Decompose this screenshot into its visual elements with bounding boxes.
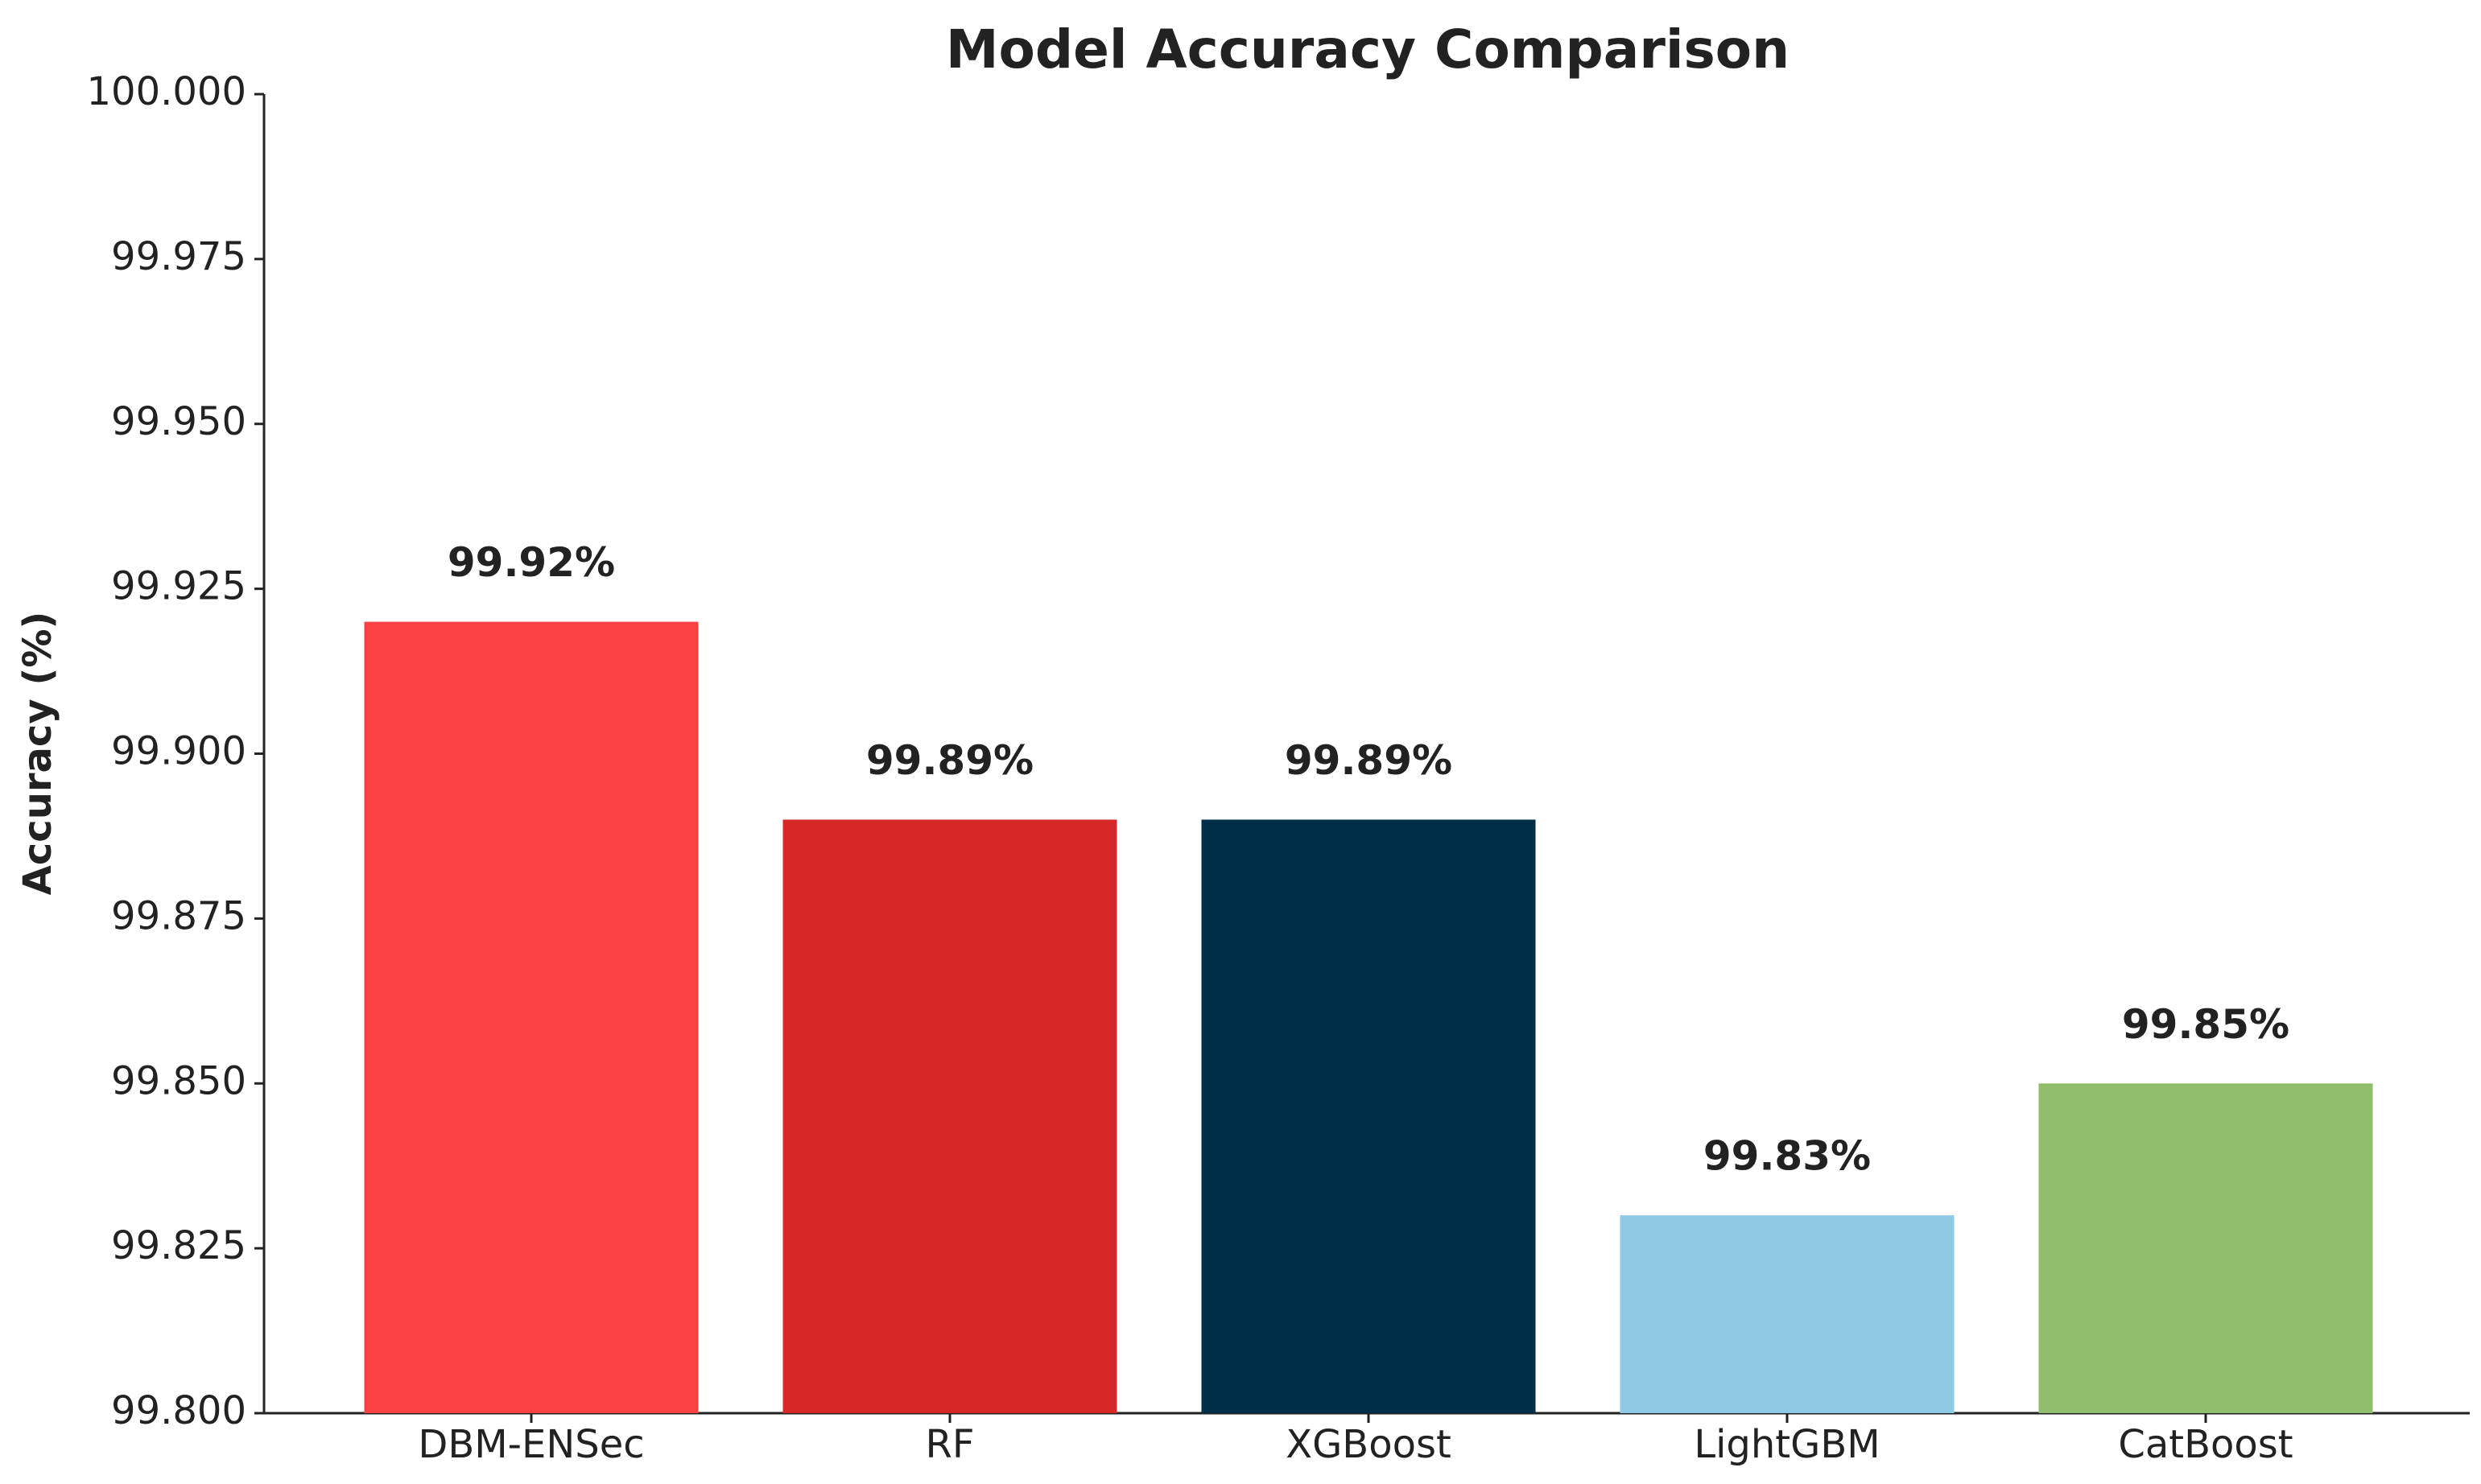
value-label: 99.85% bbox=[2122, 1001, 2289, 1048]
y-tick-label: 99.975 bbox=[111, 234, 246, 279]
y-tick-label: 99.900 bbox=[111, 729, 246, 774]
y-tick-label: 99.825 bbox=[111, 1223, 246, 1268]
y-tick-label: 99.800 bbox=[111, 1388, 246, 1433]
bar bbox=[1201, 819, 1536, 1413]
x-tick-label: RF bbox=[926, 1422, 975, 1467]
y-axis-label: Accuracy (%) bbox=[15, 612, 60, 896]
chart-title: Model Accuracy Comparison bbox=[946, 19, 1790, 80]
y-tick-label: 100.000 bbox=[87, 69, 247, 114]
bar bbox=[782, 819, 1117, 1413]
x-tick-label: DBM-ENSec bbox=[418, 1422, 644, 1467]
value-label: 99.83% bbox=[1703, 1133, 1871, 1180]
x-tick-label: LightGBM bbox=[1694, 1422, 1880, 1467]
value-label: 99.89% bbox=[866, 737, 1034, 784]
x-tick-label: CatBoost bbox=[2118, 1422, 2293, 1467]
value-label: 99.89% bbox=[1285, 737, 1452, 784]
bar bbox=[364, 621, 699, 1413]
value-label: 99.92% bbox=[448, 539, 615, 586]
bar bbox=[2038, 1083, 2373, 1413]
y-tick-label: 99.850 bbox=[111, 1058, 246, 1103]
y-tick-label: 99.925 bbox=[111, 564, 246, 609]
bar bbox=[1620, 1215, 1955, 1413]
x-tick-label: XGBoost bbox=[1286, 1422, 1451, 1467]
y-tick-label: 99.875 bbox=[111, 893, 246, 938]
y-tick-label: 99.950 bbox=[111, 399, 246, 444]
